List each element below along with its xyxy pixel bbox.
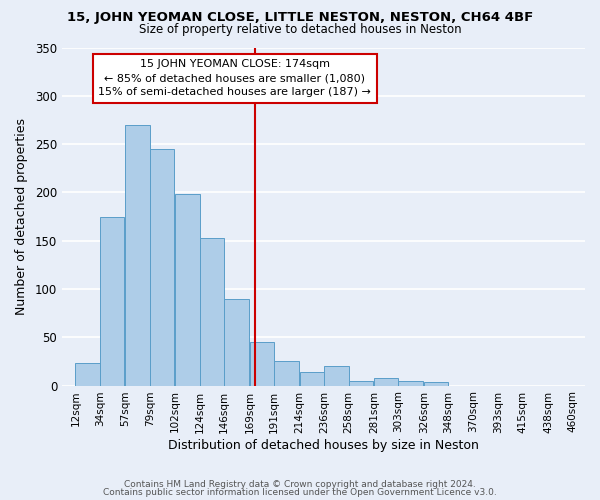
X-axis label: Distribution of detached houses by size in Neston: Distribution of detached houses by size … (168, 440, 479, 452)
Text: Contains HM Land Registry data © Crown copyright and database right 2024.: Contains HM Land Registry data © Crown c… (124, 480, 476, 489)
Bar (299, 372, 324, 386)
Bar (200, 238, 224, 386)
Y-axis label: Number of detached properties: Number of detached properties (15, 118, 28, 315)
Text: Size of property relative to detached houses in Neston: Size of property relative to detached ho… (139, 22, 461, 36)
Bar (76, 364, 100, 386)
Bar (374, 378, 398, 386)
Bar (424, 382, 448, 386)
Bar (100, 216, 124, 386)
Bar (398, 380, 423, 386)
Bar (349, 380, 373, 386)
Bar (224, 298, 248, 386)
Bar (274, 362, 299, 386)
Bar (125, 125, 150, 386)
Bar (175, 194, 200, 386)
Bar (250, 342, 274, 386)
Text: 15, JOHN YEOMAN CLOSE, LITTLE NESTON, NESTON, CH64 4BF: 15, JOHN YEOMAN CLOSE, LITTLE NESTON, NE… (67, 11, 533, 24)
Bar (150, 149, 174, 386)
Text: 15 JOHN YEOMAN CLOSE: 174sqm
← 85% of detached houses are smaller (1,080)
15% of: 15 JOHN YEOMAN CLOSE: 174sqm ← 85% of de… (98, 60, 371, 98)
Text: Contains public sector information licensed under the Open Government Licence v3: Contains public sector information licen… (103, 488, 497, 497)
Bar (324, 366, 349, 386)
